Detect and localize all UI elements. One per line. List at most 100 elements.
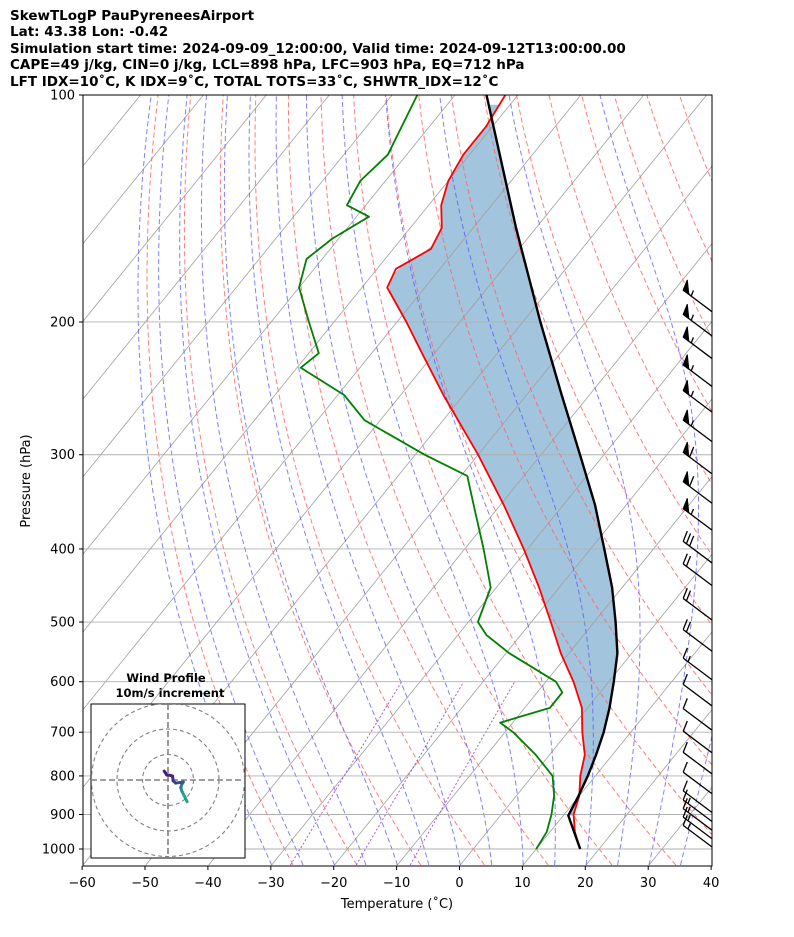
isotherm-line: [83, 95, 330, 400]
wind-barb: [682, 553, 713, 587]
moist-adiabat-line: [341, 95, 524, 865]
y-tick-label: 700: [50, 726, 75, 741]
isotherm-line: [585, 708, 712, 866]
dry-adiabat-line: [745, 95, 794, 865]
dry-adiabat-line: [183, 95, 358, 866]
wind-barb: [682, 814, 713, 848]
x-tick-label: −60: [68, 876, 95, 891]
x-tick-label: −30: [257, 876, 284, 891]
mixing-ratio-line: [290, 681, 403, 866]
dry-adiabat-line: [678, 95, 712, 183]
simulation-times: Simulation start time: 2024-09-09_12:00:…: [10, 40, 626, 57]
chart-title: SkewTLogP PauPyreneesAirport: [10, 8, 255, 24]
moist-adiabat-line: [711, 863, 712, 866]
isotherm-line: [648, 786, 712, 866]
wind-barb: [682, 441, 713, 475]
y-tick-label: 600: [50, 675, 75, 690]
wind-barb: [682, 741, 713, 775]
y-tick-label: 200: [50, 315, 75, 330]
y-tick-label: 800: [50, 769, 75, 784]
dry-adiabat-line: [219, 95, 422, 866]
dry-adiabat-line: [711, 95, 712, 97]
isotherm-line: [711, 864, 712, 866]
wind-barb: [682, 789, 713, 822]
isotherm-line: [83, 95, 267, 322]
isotherm-line: [83, 95, 456, 555]
wind-barb: [682, 780, 713, 814]
wind-barb: [682, 587, 713, 621]
hodograph-segment: [162, 769, 167, 775]
isotherm-line: [0, 95, 78, 865]
x-tick-label: 10: [514, 876, 531, 891]
wind-barb: [682, 409, 713, 443]
location-coordinates: Lat: 43.38 Lon: -0.42: [10, 24, 169, 41]
x-tick-label: −40: [194, 876, 221, 891]
cape-shaded-region: [388, 104, 618, 816]
wind-barb: [682, 698, 713, 731]
isotherm-line: [83, 95, 393, 478]
plot-frame: [82, 94, 713, 867]
dry-adiabat-line: [613, 95, 712, 339]
mixing-ratio-line: [409, 681, 516, 866]
isotherm-line: [83, 95, 519, 633]
x-axis-label: Temperature (˚C): [340, 896, 453, 912]
dry-adiabat-line: [254, 95, 485, 866]
moist-adiabat-line: [137, 95, 273, 866]
isotherm-line: [460, 553, 712, 866]
wind-barb: [682, 720, 713, 754]
moist-adiabat-line: [680, 734, 712, 866]
wind-barb: [682, 471, 713, 504]
moist-adiabat-line: [179, 95, 335, 866]
dry-adiabat-line: [146, 95, 294, 866]
wind-barb: [682, 326, 713, 360]
moist-adiabat-line: [200, 95, 367, 866]
moist-adiabat-line: [275, 95, 461, 866]
isotherm-line: [334, 398, 712, 866]
parcel-line: [485, 95, 619, 850]
dry-adiabat-line: [516, 95, 712, 556]
wind-barb: [682, 303, 713, 337]
moist-adiabat-line: [158, 95, 304, 866]
x-tick-label: 30: [640, 876, 657, 891]
y-tick-label: 100: [50, 89, 75, 104]
moist-adiabat-line: [508, 95, 641, 866]
moist-adiabat-line: [306, 95, 493, 866]
x-tick-label: 20: [577, 876, 594, 891]
y-tick-label: 900: [50, 808, 75, 823]
x-tick-label: −10: [383, 876, 410, 891]
dry-adiabat-line: [418, 95, 712, 766]
moist-adiabat-line: [248, 95, 430, 866]
y-tick-label: 500: [50, 616, 75, 631]
wind-profile-inset: Wind Profile 10m/s increment: [90, 671, 246, 859]
wind-barb: [682, 806, 713, 840]
temperature-line: [386, 95, 586, 850]
y-axis-label: Pressure (hPa): [19, 434, 34, 527]
dry-adiabat-line: [777, 95, 794, 865]
wind-barb: [682, 530, 713, 564]
isotherm-line: [522, 631, 712, 866]
dry-adiabat-line: [646, 95, 712, 263]
wind-barb: [682, 279, 713, 313]
x-tick-label: 40: [703, 876, 720, 891]
instability-indices: CAPE=49 j/kg, CIN=0 j/kg, LCL=898 hPa, L…: [10, 57, 525, 74]
wind-barb: [682, 498, 713, 531]
isotherm-line: [83, 95, 582, 711]
wind-barb: [682, 380, 713, 413]
moist-adiabat-line: [223, 95, 398, 866]
x-tick-label: −20: [320, 876, 347, 891]
wind-barb: [682, 354, 713, 387]
wind-barb: [682, 673, 713, 707]
isotherm-line: [145, 165, 712, 866]
wind-barb: [682, 761, 713, 795]
moist-adiabat-line: [599, 95, 699, 866]
wind-barb: [682, 619, 713, 652]
x-tick-label: 0: [455, 876, 463, 891]
isotherm-line: [208, 243, 712, 866]
isotherm-line: [83, 95, 204, 245]
dry-adiabat-line: [385, 95, 712, 836]
isotherm-line: [775, 95, 794, 865]
x-tick-label: −50: [131, 876, 158, 891]
y-tick-label: 1000: [42, 843, 75, 858]
dry-adiabat-line: [287, 95, 549, 866]
